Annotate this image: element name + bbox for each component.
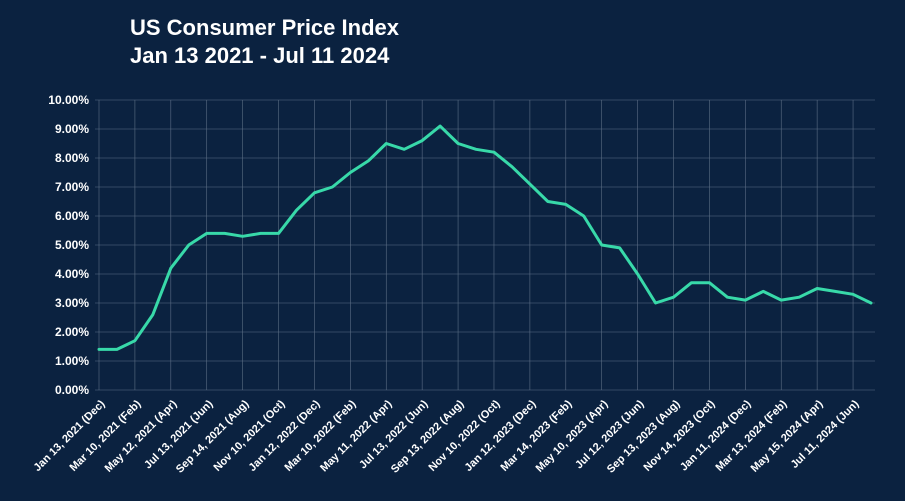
x-tick-label: Jul 12, 2023 (Jun) [573, 398, 646, 471]
chart-title-line2: Jan 13 2021 - Jul 11 2024 [130, 43, 389, 68]
x-axis-labels: Jan 13, 2021 (Dec)Mar 10, 2021 (Feb)May … [95, 392, 875, 501]
y-tick-label: 6.00% [29, 209, 89, 223]
plot-svg [95, 100, 875, 390]
y-tick-label: 3.00% [29, 296, 89, 310]
y-tick-label: 7.00% [29, 180, 89, 194]
y-tick-label: 9.00% [29, 122, 89, 136]
chart-title: US Consumer Price Index Jan 13 2021 - Ju… [130, 14, 399, 69]
y-tick-label: 10.00% [29, 93, 89, 107]
plot-area [95, 100, 875, 390]
y-tick-label: 4.00% [29, 267, 89, 281]
x-tick-label: Jul 11, 2024 (Jun) [789, 398, 862, 471]
y-tick-label: 0.00% [29, 383, 89, 397]
x-tick-label: Jul 13, 2021 (Jun) [142, 398, 215, 471]
y-tick-label: 5.00% [29, 238, 89, 252]
y-tick-label: 8.00% [29, 151, 89, 165]
y-tick-label: 2.00% [29, 325, 89, 339]
cpi-chart: US Consumer Price Index Jan 13 2021 - Ju… [0, 0, 905, 501]
chart-title-line1: US Consumer Price Index [130, 15, 399, 40]
data-line [99, 126, 871, 349]
y-tick-label: 1.00% [29, 354, 89, 368]
